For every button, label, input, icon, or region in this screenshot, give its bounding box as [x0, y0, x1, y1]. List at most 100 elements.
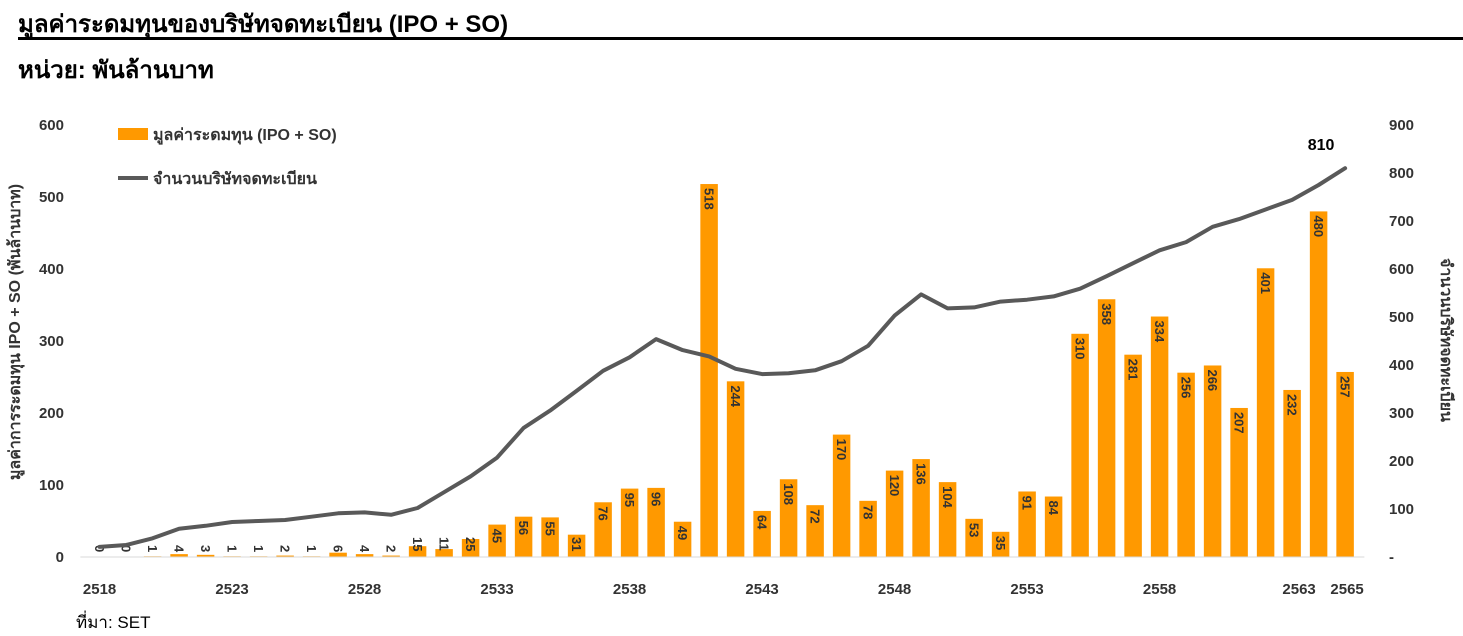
x-tick-label: 2558	[1143, 581, 1176, 598]
bar	[1177, 372, 1195, 557]
legend-bar-swatch	[118, 128, 148, 140]
bar	[382, 555, 400, 557]
bar	[1256, 268, 1275, 557]
bar	[700, 184, 718, 558]
y-left-tick-label: 200	[39, 405, 64, 422]
bar-value-label: 84	[1046, 501, 1061, 516]
bar	[1044, 496, 1063, 557]
x-tick-label: 2565	[1330, 581, 1363, 598]
y-right-axis-label: จำนวนบริษัทจดทะเบียน	[1437, 258, 1456, 422]
bar	[673, 521, 692, 557]
bar	[1071, 333, 1089, 557]
bar-value-label: 53	[967, 523, 982, 537]
y-left-tick-label: 100	[39, 477, 64, 494]
bar-value-label: 1	[251, 545, 266, 552]
bar-value-label: 2	[384, 545, 399, 552]
bar-value-label: 95	[622, 493, 637, 507]
y-right-tick-label: -	[1389, 549, 1394, 566]
bar-value-label: 244	[728, 385, 743, 407]
y-right-tick-label: 300	[1389, 405, 1414, 422]
bar-value-label: 31	[569, 537, 584, 551]
title-divider	[18, 37, 1463, 40]
legend-line-label: จำนวนบริษัทจดทะเบียน	[153, 169, 317, 188]
bar	[912, 459, 930, 557]
bar-value-label: 25	[463, 537, 478, 551]
bar	[435, 549, 453, 557]
legend-bar-label: มูลค่าระดมทุน (IPO + SO)	[153, 127, 337, 146]
bar	[355, 554, 374, 557]
bar-value-label: 76	[596, 506, 611, 520]
bar	[1309, 211, 1328, 557]
bar	[859, 500, 877, 557]
y-right-tick-label: 400	[1389, 357, 1414, 374]
bar-value-label: 0	[119, 545, 134, 552]
y-left-tick-label: 400	[39, 261, 64, 278]
bar	[1124, 354, 1142, 557]
bar-value-label: 15	[410, 537, 425, 551]
x-tick-label: 2563	[1282, 581, 1315, 598]
bar-value-label: 257	[1338, 376, 1353, 398]
bar	[541, 517, 559, 557]
bar-value-label: 78	[861, 505, 876, 519]
bar	[1203, 365, 1222, 557]
bar-value-label: 6	[331, 545, 346, 552]
y-left-axis-label: มูลค่าการระดมทุน IPO + SO (พันล้านบาท)	[6, 184, 26, 480]
bar	[885, 470, 904, 557]
y-right-tick-label: 700	[1389, 213, 1414, 230]
bar	[965, 518, 983, 557]
bar	[620, 488, 639, 557]
bar-value-label: 207	[1232, 412, 1247, 434]
y-left-tick-label: 600	[39, 117, 64, 134]
bar-value-label: 310	[1073, 338, 1088, 360]
bar-value-label: 170	[834, 439, 849, 461]
bar	[196, 554, 215, 557]
bar-value-label: 1	[304, 545, 319, 552]
x-tick-label: 2523	[215, 581, 248, 598]
bar	[488, 524, 506, 557]
x-tick-label: 2543	[745, 581, 778, 598]
bar	[329, 552, 347, 557]
y-right-tick-label: 100	[1389, 501, 1414, 518]
bar-value-label: 256	[1179, 377, 1194, 399]
x-tick-label: 2553	[1010, 581, 1043, 598]
page-title: มูลค่าระดมทุนของบริษัทจดทะเบียน (IPO + S…	[18, 11, 509, 38]
bar-value-label: 108	[781, 483, 796, 505]
y-right-tick-label: 200	[1389, 453, 1414, 470]
bar	[276, 555, 294, 557]
bar-value-label: 11	[437, 537, 452, 551]
legend: มูลค่าระดมทุน (IPO + SO) จำนวนบริษัทจดทะ…	[118, 127, 337, 188]
bar	[832, 434, 851, 557]
bar	[1097, 299, 1116, 557]
bar-value-label: 120	[887, 475, 902, 497]
y-left-tick-label: 0	[56, 549, 64, 566]
x-tick-label: 2528	[348, 581, 381, 598]
bar-value-label: 1	[145, 545, 160, 552]
bar	[514, 516, 533, 557]
bar-value-label: 55	[543, 521, 558, 535]
y-left-axis-ticks: 0 100 200 300 400 500 600	[39, 117, 64, 566]
bar	[779, 479, 798, 557]
page-subtitle: หน่วย: พันล้านบาท	[18, 57, 214, 84]
y-right-axis-ticks: - 100 200 300 400 500 600 700 800 900	[1389, 117, 1414, 566]
bar-value-label: 1	[225, 545, 240, 552]
bar	[594, 502, 612, 557]
y-right-tick-label: 800	[1389, 165, 1414, 182]
bar-value-label: 334	[1152, 321, 1167, 343]
bar-value-label: 96	[649, 492, 664, 506]
x-axis-ticks: 2518 2523 2528 2533 2538 2543 2548 2553 2558 2563…	[83, 581, 1364, 598]
bar	[1018, 491, 1036, 557]
bar-value-label: 45	[490, 529, 505, 543]
bar	[1230, 407, 1248, 557]
bar	[753, 510, 771, 557]
bar-value-label: 358	[1099, 303, 1114, 325]
bar-value-label: 3	[198, 545, 213, 552]
bar	[647, 487, 665, 557]
bar	[726, 381, 745, 557]
x-tick-label: 2548	[878, 581, 911, 598]
bar-value-label: 518	[702, 188, 717, 210]
bar-value-label: 480	[1311, 215, 1326, 237]
bar-value-label: 91	[1020, 495, 1035, 509]
y-left-tick-label: 500	[39, 189, 64, 206]
bar	[461, 539, 480, 557]
